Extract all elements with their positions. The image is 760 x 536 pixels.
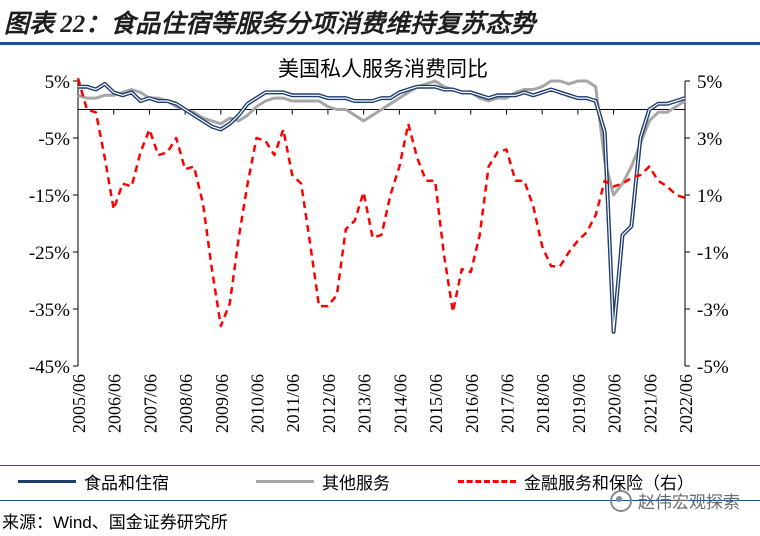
legend-swatch-finance [458,480,516,483]
x-tick-label: 2014/06 [390,374,410,433]
series-line-inner [78,83,686,333]
title-rule [0,42,760,45]
series-line-finance [76,77,686,328]
legend-label-other: 其他服务 [322,474,390,493]
y-left-tick-label: -35% [29,300,70,321]
y-left-tick-label: 5% [45,72,71,93]
x-tick-label: 2007/06 [140,374,160,433]
x-tick-label: 2008/06 [176,374,196,433]
y-right-tick-label: 5% [697,72,723,93]
legend-item-other: 其他服务 [256,469,390,494]
x-tick-label: 2017/06 [497,374,517,433]
legend-top-rule [0,465,760,466]
legend-swatch-other [256,480,314,483]
x-tick-label: 2006/06 [105,374,125,433]
x-tick-label: 2012/06 [319,374,339,433]
x-tick-label: 2020/06 [605,374,625,433]
source-note: 来源：Wind、国金证券研究所 [2,513,228,532]
legend-label-food: 食品和住宿 [84,474,169,493]
chart-title: 美国私人服务消费同比 [278,57,488,81]
y-right-tick-label: -3% [697,300,729,321]
x-tick-label: 2018/06 [533,374,553,433]
x-tick-label: 2022/06 [676,374,696,433]
x-tick-label: 2015/06 [426,374,446,433]
legend-swatch-food [18,480,76,483]
watermark-text: 赵伟宏观探索 [638,493,740,512]
x-tick-label: 2013/06 [355,374,375,433]
legend-item-food: 食品和住宿 [18,469,169,494]
y-left-tick-label: -45% [29,357,70,378]
x-tick-label: 2005/06 [69,374,89,433]
y-right-tick-label: 1% [697,186,723,207]
y-right-tick-label: -5% [697,357,729,378]
y-left-tick-label: -5% [38,129,70,150]
x-tick-label: 2019/06 [569,374,589,433]
legend-item-finance: 金融服务和保险（右） [458,469,694,494]
figure-title: 图表 22：食品住宿等服务分项消费维持复苏态势 [4,11,536,38]
x-tick-label: 2009/06 [212,374,232,433]
wechat-logo-icon [610,489,632,512]
y-left-tick-label: -15% [29,186,70,207]
watermark: 赵伟宏观探索 [610,488,740,513]
source-rule [0,500,760,501]
y-right-tick-label: 3% [697,129,723,150]
axes-layer [73,80,690,367]
series-layer [76,77,686,334]
tick-label-layer: 5% -5% -15% -25% -35% -45% 5% 3% 1% -1% -3% -5% 2005… [29,72,729,433]
series-line-outline [78,81,686,334]
x-tick-label: 2021/06 [640,374,660,433]
x-tick-label: 2011/06 [283,374,303,432]
x-tick-label: 2016/06 [462,374,482,433]
x-tick-label: 2010/06 [248,374,268,433]
legend-label-finance: 金融服务和保险（右） [524,474,694,493]
line-chart: 5% -5% -15% -25% -35% -45% 5% 3% 1% -1% -3% -5% 2005… [29,57,729,433]
y-right-tick-label: -1% [697,243,729,264]
legend: 食品和住宿 其他服务 金融服务和保险（右） [18,469,718,493]
y-left-tick-label: -25% [29,243,70,264]
